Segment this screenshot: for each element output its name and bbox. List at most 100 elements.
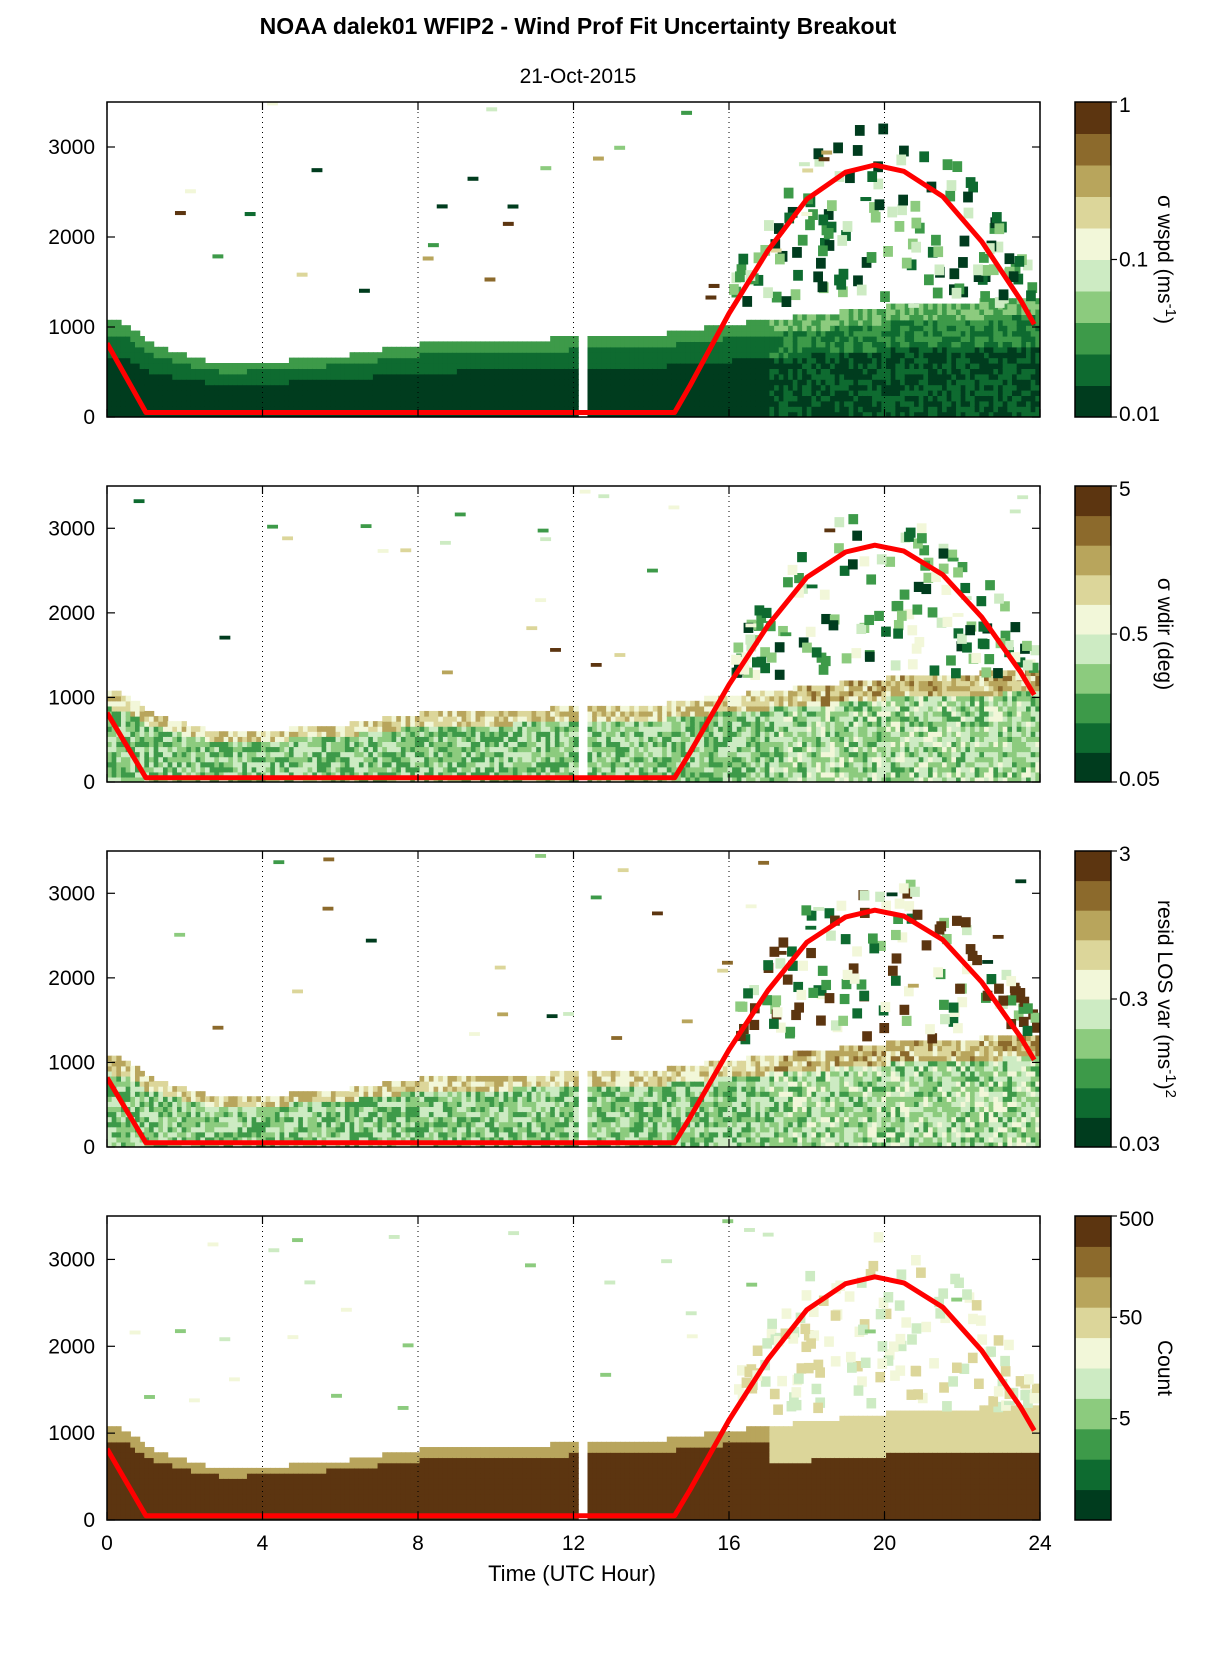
heatmap-cell <box>228 363 234 369</box>
heatmap-cell <box>937 357 943 364</box>
heatmap-cell <box>676 710 682 717</box>
heatmap-cell <box>526 352 533 359</box>
heatmap-cell <box>657 379 663 386</box>
heatmap-cell <box>862 368 868 375</box>
heatmap-cell <box>391 390 397 396</box>
heatmap-cell <box>120 766 127 773</box>
heatmap-cell <box>120 746 127 753</box>
heatmap-cell <box>638 384 645 391</box>
heatmap-cell <box>970 319 976 326</box>
heatmap-cell <box>396 736 402 743</box>
heatmap-cell <box>372 751 379 758</box>
heatmap-cell <box>592 390 598 396</box>
heatmap-cell <box>918 309 924 315</box>
heatmap-cell <box>998 336 1004 342</box>
heatmap-cell <box>624 357 631 364</box>
heatmap-cell <box>839 384 845 391</box>
heatmap-cell <box>741 390 747 396</box>
heatmap-cell <box>606 716 612 722</box>
heatmap-cell <box>475 390 481 396</box>
heatmap-cell <box>610 771 617 778</box>
heatmap-cell <box>536 721 542 727</box>
heatmap-cell <box>1016 314 1022 321</box>
heatmap-cell <box>120 776 127 782</box>
heatmap-cell <box>377 406 383 413</box>
heatmap-cell <box>321 726 327 732</box>
heatmap-cell <box>130 766 136 773</box>
heatmap-cell <box>461 736 467 743</box>
heatmap-cell <box>545 357 551 364</box>
heatmap-cell <box>522 766 528 773</box>
heatmap-cell <box>573 336 579 342</box>
heatmap-cell <box>475 346 481 353</box>
heatmap-cell <box>354 726 360 732</box>
heatmap-cell <box>447 346 453 353</box>
heatmap-cell <box>419 373 425 380</box>
heatmap-cell <box>410 400 416 407</box>
heatmap-cell <box>536 746 542 753</box>
heatmap-cell <box>419 384 425 391</box>
heatmap-cell <box>970 368 976 375</box>
heatmap-cell <box>1002 319 1008 326</box>
heatmap-cell <box>452 379 458 386</box>
heatmap-cell <box>862 406 868 413</box>
heatmap-cell <box>382 761 388 768</box>
heatmap-cell <box>606 373 612 380</box>
heatmap-cell <box>344 726 351 732</box>
heatmap-cell <box>223 741 229 748</box>
heatmap-cell <box>764 400 771 407</box>
heatmap-cell <box>876 395 882 402</box>
heatmap-cell <box>755 325 761 332</box>
heatmap-cell <box>601 395 607 402</box>
heatmap-cell <box>904 319 910 326</box>
heatmap-cell <box>951 336 957 342</box>
heatmap-cell <box>372 766 379 773</box>
heatmap-cell <box>284 379 290 386</box>
heatmap-cell <box>648 731 654 737</box>
heatmap-cell <box>158 352 164 359</box>
heatmap-cell <box>125 716 131 722</box>
heatmap-cell <box>377 384 383 391</box>
heatmap-cell <box>685 363 691 369</box>
heatmap-cell <box>708 357 715 364</box>
heatmap-cell <box>1030 400 1036 407</box>
heatmap-cell <box>260 751 267 758</box>
heatmap-cell <box>246 406 253 413</box>
heatmap-cell <box>643 766 649 773</box>
heatmap-cell <box>545 379 551 386</box>
heatmap-cell <box>232 766 239 773</box>
heatmap-cell <box>503 373 509 380</box>
heatmap-cell <box>601 741 607 748</box>
heatmap-cell <box>302 373 309 380</box>
heatmap-cell <box>1030 384 1036 391</box>
heatmap-cell <box>144 368 150 375</box>
heatmap-cell <box>923 341 929 348</box>
heatmap-cell <box>475 406 481 413</box>
heatmap-cell <box>792 368 799 375</box>
heatmap-cell <box>391 373 397 380</box>
heatmap-cell <box>606 771 612 778</box>
heatmap-cell <box>172 384 178 391</box>
heatmap-cell <box>344 395 351 402</box>
heatmap-cell <box>466 341 472 348</box>
heatmap-cell <box>965 325 971 332</box>
heatmap-cell <box>410 395 416 402</box>
heatmap-cell <box>601 373 607 380</box>
heatmap-cell <box>410 352 416 359</box>
heatmap-cell <box>811 325 817 332</box>
heatmap-cell <box>223 731 229 737</box>
heatmap-cell <box>923 368 929 375</box>
heatmap-cell <box>144 406 150 413</box>
heatmap-cell <box>666 336 673 342</box>
heatmap-cell <box>134 341 141 348</box>
heatmap-cell <box>867 368 873 375</box>
heatmap-cell <box>956 395 962 402</box>
heatmap-cell <box>834 400 841 407</box>
heatmap-cell <box>904 314 910 321</box>
heatmap-cell <box>456 736 463 743</box>
heatmap-cell <box>228 761 234 768</box>
heatmap-cell <box>316 363 323 369</box>
heatmap-cell <box>428 352 435 359</box>
